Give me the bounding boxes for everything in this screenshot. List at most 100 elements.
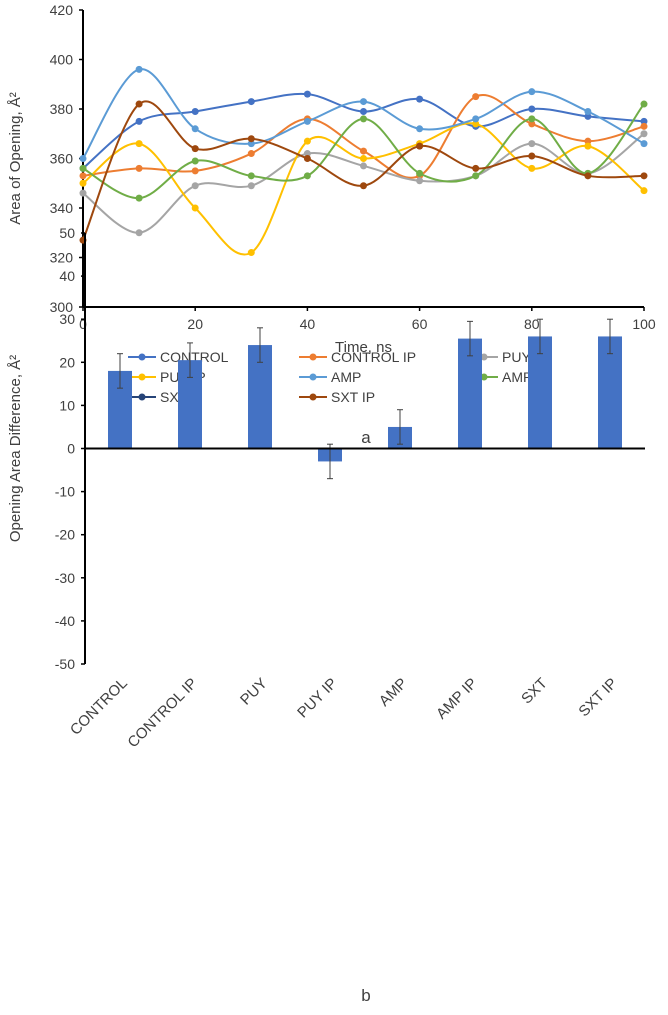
data-point bbox=[416, 125, 424, 133]
data-point bbox=[135, 194, 143, 202]
y-tick-label-b: 10 bbox=[59, 397, 75, 413]
y-tick-label-a: 320 bbox=[50, 250, 74, 266]
data-point bbox=[135, 65, 143, 73]
y-tick-label-a: 400 bbox=[50, 52, 74, 68]
data-point bbox=[528, 88, 536, 96]
y-tick-label-b: 0 bbox=[67, 441, 75, 457]
x-tick-label-a: 0 bbox=[79, 316, 87, 332]
data-point bbox=[528, 115, 536, 123]
data-point bbox=[528, 152, 536, 160]
data-point bbox=[360, 107, 367, 115]
y-tick-label-b: -30 bbox=[55, 570, 75, 586]
data-point bbox=[360, 155, 367, 162]
data-point bbox=[135, 140, 143, 148]
data-point bbox=[191, 182, 199, 190]
series-line-control-ip bbox=[82, 94, 645, 179]
data-point bbox=[247, 150, 255, 158]
y-tick-label-b: 40 bbox=[59, 268, 75, 284]
data-point bbox=[135, 117, 143, 125]
data-point bbox=[584, 112, 592, 120]
category-label: SXT bbox=[518, 675, 551, 708]
data-point bbox=[640, 130, 648, 138]
data-point bbox=[303, 90, 311, 98]
data-point bbox=[360, 115, 367, 123]
legend-marker bbox=[138, 393, 146, 401]
category-label: CONTROL bbox=[67, 675, 131, 739]
y-axis-title-b: Opening Area Difference, Å² bbox=[7, 355, 24, 542]
data-point bbox=[360, 147, 367, 155]
y-tick-label-a: 420 bbox=[50, 2, 74, 18]
data-point bbox=[247, 140, 255, 148]
data-point bbox=[584, 142, 592, 150]
data-point bbox=[191, 145, 199, 153]
category-label: CONTROL IP bbox=[124, 675, 200, 751]
data-point bbox=[360, 98, 367, 106]
x-tick-label-a: 100 bbox=[632, 316, 656, 332]
bar bbox=[598, 336, 622, 449]
series-line-amp-ip bbox=[82, 103, 645, 200]
category-label: PUY bbox=[237, 675, 271, 709]
y-tick-label-a: 380 bbox=[50, 101, 74, 117]
y-tick-label-b: -50 bbox=[55, 656, 75, 672]
data-point bbox=[303, 172, 311, 180]
data-point bbox=[528, 120, 536, 128]
x-tick-label-a: 20 bbox=[187, 316, 203, 332]
data-point bbox=[472, 93, 480, 101]
y-axis-title-a: Area of Opening, Å² bbox=[7, 92, 24, 225]
y-tick-label-b: 30 bbox=[59, 311, 75, 327]
data-point bbox=[135, 100, 143, 108]
data-point bbox=[79, 179, 87, 187]
data-point bbox=[191, 157, 199, 165]
legend-marker bbox=[309, 393, 317, 401]
legend-marker bbox=[480, 373, 488, 381]
data-point bbox=[303, 117, 311, 125]
data-point bbox=[640, 140, 648, 148]
data-point bbox=[247, 172, 255, 180]
data-point bbox=[640, 122, 648, 130]
data-point bbox=[472, 164, 480, 172]
y-tick-label-b: -10 bbox=[55, 484, 75, 500]
legend-label: SXT IP bbox=[331, 389, 375, 405]
y-tick-label-a: 340 bbox=[50, 200, 74, 216]
data-point bbox=[191, 167, 199, 175]
x-tick-label-a: 80 bbox=[524, 316, 540, 332]
data-point bbox=[247, 249, 255, 257]
x-tick-label-a: 40 bbox=[300, 316, 316, 332]
legend-marker bbox=[309, 373, 317, 381]
data-point bbox=[416, 142, 424, 150]
data-point bbox=[472, 172, 480, 180]
legend-label: CONTROL bbox=[160, 349, 229, 365]
legend-label: PUY bbox=[502, 349, 531, 365]
data-point bbox=[247, 182, 255, 190]
data-point bbox=[79, 172, 87, 180]
data-point bbox=[640, 187, 648, 195]
data-point bbox=[416, 169, 424, 177]
data-point bbox=[528, 140, 536, 148]
data-point bbox=[584, 107, 592, 115]
data-point bbox=[640, 117, 648, 125]
data-point bbox=[472, 115, 480, 123]
data-point bbox=[135, 164, 143, 172]
data-point bbox=[640, 172, 648, 180]
y-tick-label-b: -40 bbox=[55, 613, 75, 629]
legend-marker bbox=[309, 353, 317, 361]
data-point bbox=[191, 125, 199, 133]
data-point bbox=[303, 155, 311, 162]
data-point bbox=[528, 164, 536, 172]
legend-marker bbox=[138, 353, 146, 361]
data-point bbox=[247, 135, 255, 143]
category-label: AMP IP bbox=[433, 675, 481, 723]
panel-label-a: a bbox=[361, 428, 371, 447]
category-label: SXT IP bbox=[575, 675, 620, 720]
panel-label-b: b bbox=[361, 986, 370, 1005]
data-point bbox=[79, 155, 87, 162]
data-point bbox=[584, 137, 592, 145]
bar bbox=[528, 336, 552, 449]
data-point bbox=[528, 105, 536, 113]
data-point bbox=[79, 189, 87, 197]
y-tick-label-b: 50 bbox=[59, 225, 75, 241]
legend-label: AMP bbox=[331, 369, 361, 385]
data-point bbox=[416, 95, 424, 103]
legend-marker bbox=[480, 353, 488, 361]
data-point bbox=[360, 162, 367, 170]
